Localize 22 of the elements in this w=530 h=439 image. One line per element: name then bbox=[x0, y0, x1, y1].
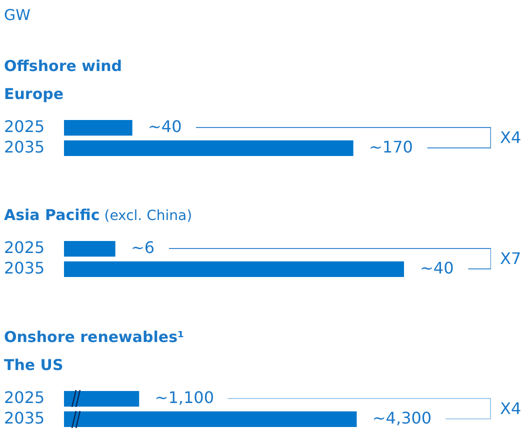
chart-title: Onshore renewables¹ bbox=[3, 327, 186, 348]
y-tick-label: 2025 bbox=[4, 238, 45, 257]
chart-subtitle: The US bbox=[3, 355, 64, 376]
chart-title: Offshore wind bbox=[3, 56, 124, 77]
x-axis-title: GW bbox=[3, 5, 32, 26]
data-label: ~1,100 bbox=[154, 388, 214, 407]
data-label: ~40 bbox=[420, 258, 454, 278]
y-tick-label: 2035 bbox=[4, 258, 45, 278]
text: X4 bbox=[500, 399, 522, 418]
data-label: ~4,300 bbox=[372, 408, 432, 428]
text: X7 bbox=[500, 249, 522, 268]
data-label: ~170 bbox=[369, 137, 413, 156]
chart-title: Asia Pacific bbox=[4, 206, 100, 224]
y-tick-label: 2025 bbox=[4, 388, 45, 407]
y-tick-label: 2025 bbox=[4, 116, 45, 136]
text: X4 bbox=[500, 128, 522, 147]
data-label: ~40 bbox=[148, 116, 182, 136]
chart-subtitle: Europe bbox=[3, 84, 65, 105]
y-tick-label: 2035 bbox=[4, 408, 45, 428]
chart-subtitle: (excl. China) bbox=[103, 208, 192, 224]
data-label: ~6 bbox=[131, 238, 155, 257]
y-tick-label: 2035 bbox=[4, 137, 45, 156]
